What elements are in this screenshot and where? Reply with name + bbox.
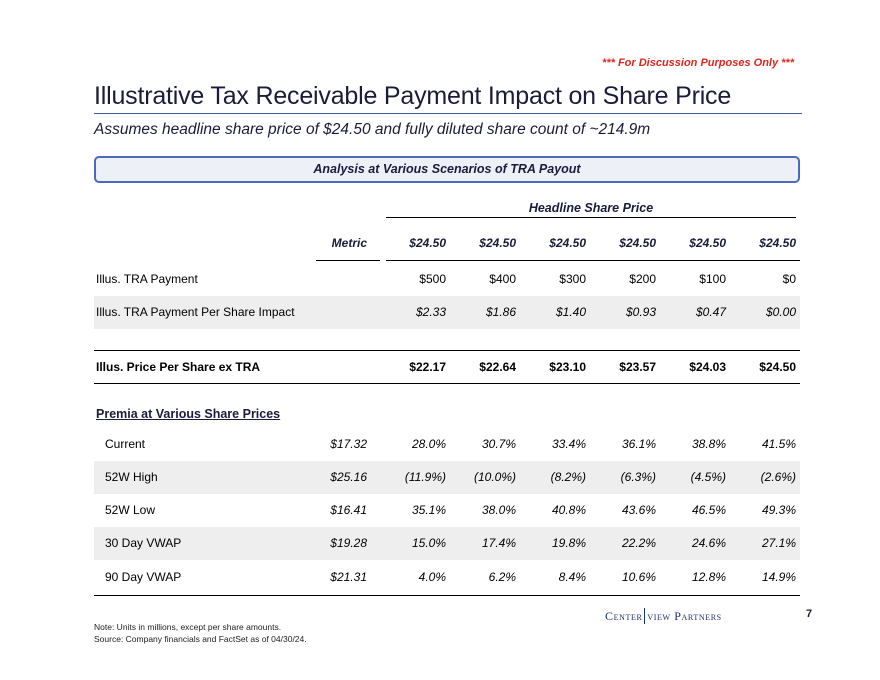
table-row: Illus. TRA Payment $500 $400 $300 $200 $… (94, 263, 800, 296)
price-column-header: $24.50 (619, 236, 656, 250)
page-title: Illustrative Tax Receivable Payment Impa… (94, 82, 732, 110)
table-cell: $200 (629, 272, 656, 286)
table-cell: $22.17 (409, 360, 446, 374)
table-cell: 41.5% (761, 437, 796, 451)
table-cell: 38.8% (691, 437, 726, 451)
note-line: Note: Units in millions, except per shar… (94, 622, 282, 632)
table-bottom-rule (94, 595, 800, 596)
logo-text-left: Center (605, 608, 643, 623)
price-column-header: $24.50 (549, 236, 586, 250)
table-cell: $2.33 (415, 305, 446, 319)
title-divider (94, 113, 802, 114)
table-cell: 46.5% (691, 503, 726, 517)
table-cell: $23.10 (549, 360, 586, 374)
table-row: 52W High $25.16 (11.9%) (10.0%) (8.2%) (… (94, 461, 800, 494)
row-label: Illus. Price Per Share ex TRA (96, 360, 261, 374)
footnotes: Note: Units in millions, except per shar… (94, 621, 307, 645)
page-subtitle: Assumes headline share price of $24.50 a… (94, 121, 651, 138)
table-row: Illus. TRA Payment Per Share Impact $2.3… (94, 296, 800, 329)
page-number: 7 (806, 608, 813, 620)
table-row: Current $17.32 28.0% 30.7% 33.4% 36.1% 3… (94, 428, 800, 461)
table-cell: $22.64 (479, 360, 516, 374)
table-cell: $1.40 (555, 305, 586, 319)
table-cell: 27.1% (761, 536, 796, 550)
table-cell: $1.86 (485, 305, 516, 319)
metric-column-header: Metric (331, 236, 367, 250)
table-cell: (6.3%) (620, 470, 656, 484)
table-cell: $0.00 (765, 305, 796, 319)
table-cell: $0.47 (695, 305, 726, 319)
table-cell: 40.8% (551, 503, 586, 517)
discussion-disclaimer: *** For Discussion Purposes Only *** (602, 57, 794, 69)
table-row: 52W Low $16.41 35.1% 38.0% 40.8% 43.6% 4… (94, 494, 800, 527)
table-cell: 49.3% (761, 503, 796, 517)
metric-cell: $17.32 (330, 437, 367, 451)
price-row-top-rule (94, 350, 800, 351)
headline-share-price-header: Headline Share Price (528, 201, 654, 215)
table-cell: $300 (559, 272, 586, 286)
row-label: 52W High (105, 470, 158, 484)
table-cell: (10.0%) (473, 470, 516, 484)
table-cell: 28.0% (411, 437, 446, 451)
metric-cell: $19.28 (330, 536, 367, 550)
table-row: 90 Day VWAP $21.31 4.0% 6.2% 8.4% 10.6% … (94, 561, 800, 594)
table-cell: $500 (419, 272, 446, 286)
table-cell: 38.0% (481, 503, 516, 517)
table-cell: 43.6% (621, 503, 656, 517)
table-cell: 36.1% (621, 437, 656, 451)
row-label: Current (105, 437, 146, 451)
table-cell: 12.8% (691, 570, 726, 584)
company-logo: Center view Partners (605, 608, 722, 624)
table-cell: 35.1% (411, 503, 446, 517)
table-cell: $24.03 (689, 360, 726, 374)
table-cell: $0 (782, 272, 796, 286)
row-label: Illus. TRA Payment Per Share Impact (96, 305, 295, 319)
table-cell: $0.93 (625, 305, 656, 319)
metric-cell: $21.31 (330, 570, 367, 584)
table-cell: $24.50 (759, 360, 796, 374)
table-cell: 15.0% (411, 536, 446, 550)
metric-cell: $16.41 (330, 503, 367, 517)
table-cell: (2.6%) (760, 470, 796, 484)
row-label: 52W Low (105, 503, 156, 517)
table-cell: 10.6% (621, 570, 656, 584)
logo-text-right: view Partners (647, 608, 722, 623)
table-cell: 19.8% (551, 536, 586, 550)
table-header-row: Metric $24.50 $24.50 $24.50 $24.50 $24.5… (94, 227, 800, 260)
table-cell: 30.7% (481, 437, 516, 451)
price-row-bottom-rule (94, 383, 800, 384)
headline-share-price-rule (386, 217, 796, 218)
row-label: 30 Day VWAP (105, 536, 182, 550)
table-cell: 4.0% (418, 570, 446, 584)
source-line: Source: Company financials and FactSet a… (94, 634, 307, 644)
logo-divider (644, 608, 646, 624)
price-column-header: $24.50 (409, 236, 446, 250)
table-cell: 24.6% (691, 536, 726, 550)
table-cell: $100 (699, 272, 726, 286)
table-row: 30 Day VWAP $19.28 15.0% 17.4% 19.8% 22.… (94, 527, 800, 560)
price-column-header: $24.50 (759, 236, 796, 250)
premia-section-heading: Premia at Various Share Prices (96, 407, 281, 421)
table-cell: 6.2% (488, 570, 516, 584)
table-cell: (4.5%) (690, 470, 726, 484)
table-cell: 33.4% (551, 437, 586, 451)
row-label: 90 Day VWAP (105, 570, 182, 584)
table-cell: 14.9% (761, 570, 796, 584)
table-cell: $23.57 (619, 360, 656, 374)
table-cell: $400 (489, 272, 516, 286)
price-column-header: $24.50 (689, 236, 726, 250)
metric-header-rule (316, 260, 380, 261)
row-label: Illus. TRA Payment (96, 272, 198, 286)
table-cell: 22.2% (621, 536, 656, 550)
table-row: Illus. Price Per Share ex TRA $22.17 $22… (94, 351, 800, 384)
table-cell: 8.4% (558, 570, 586, 584)
table-cell: (8.2%) (550, 470, 586, 484)
price-header-rule (386, 260, 800, 261)
price-column-header: $24.50 (479, 236, 516, 250)
metric-cell: $25.16 (330, 470, 367, 484)
table-cell: 17.4% (481, 536, 516, 550)
analysis-banner: Analysis at Various Scenarios of TRA Pay… (94, 156, 800, 183)
table-cell: (11.9%) (404, 470, 446, 484)
